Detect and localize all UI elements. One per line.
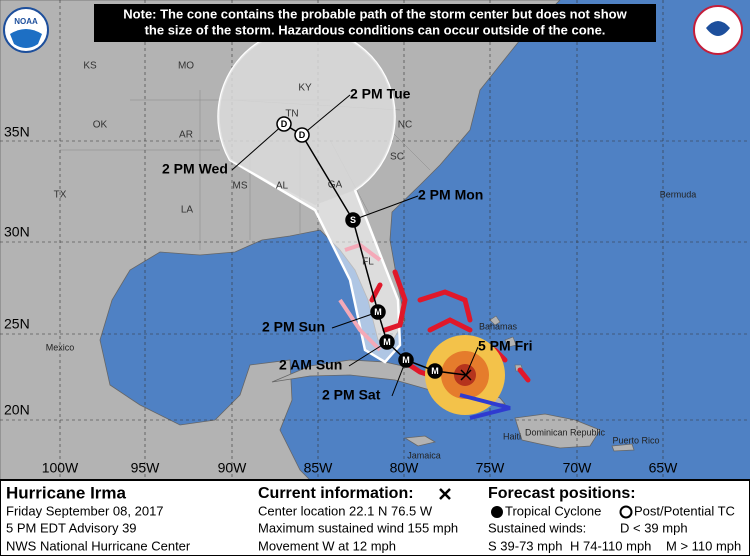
track-point (294, 127, 310, 143)
state-label: KS (83, 61, 97, 72)
state-label: OK (93, 120, 108, 131)
max-wind: Maximum sustained wind 155 mph (258, 520, 458, 535)
legend-winds: Sustained winds: (488, 520, 586, 535)
state-label: MO (178, 61, 194, 72)
state-label: MS (233, 181, 248, 192)
track-symbol: M (383, 337, 391, 347)
track-point (398, 352, 414, 368)
tropical-icon (491, 506, 503, 518)
longitude-label: 70W (563, 460, 593, 476)
state-label: AL (276, 181, 289, 192)
current-info-title: Current information: (258, 485, 414, 502)
latitude-label: 20N (4, 402, 30, 418)
storm-name: Hurricane Irma (6, 483, 127, 502)
track-point (276, 116, 292, 132)
note-line: Note: The cone contains the probable pat… (123, 6, 627, 21)
track-symbol: D (299, 130, 306, 140)
forecast-time-label: 2 PM Wed (162, 161, 228, 177)
place-label: Jamaica (407, 450, 441, 460)
track-symbol: S (350, 215, 356, 225)
longitude-label: 65W (649, 460, 679, 476)
legend-d: D < 39 mph (620, 520, 688, 535)
forecast-time-label: 2 PM Tue (350, 86, 411, 102)
current-info-icon (439, 488, 451, 500)
longitude-label: 80W (390, 460, 420, 476)
post-icon (619, 505, 633, 519)
forecast-time-label: 5 PM Fri (478, 338, 532, 354)
nws-logo-mark (706, 21, 730, 36)
puerto-rico (611, 443, 635, 452)
state-label: GA (328, 180, 343, 191)
north-america-land (0, 0, 561, 481)
center-location: Center location 22.1 N 76.5 W (258, 503, 433, 518)
track-symbol: M (431, 366, 439, 376)
track-point (427, 363, 443, 379)
forecast-time-label: 2 PM Sat (322, 387, 381, 403)
track-symbol: D (281, 119, 288, 129)
state-label: TN (285, 109, 298, 120)
jamaica (403, 435, 437, 447)
note-box (94, 4, 656, 42)
legend-tropical: Tropical Cyclone (505, 503, 601, 518)
noaa-logo-wave (10, 29, 42, 48)
leader-line (331, 311, 379, 329)
state-label: FL (362, 257, 374, 268)
latitude-label: 25N (4, 316, 30, 332)
track-symbol: M (374, 307, 382, 317)
state-label: SC (390, 152, 404, 163)
legend-h: H 74-110 mph (570, 538, 651, 553)
longitude-label: 85W (304, 460, 334, 476)
forecast-time-label: 2 PM Mon (418, 187, 483, 203)
state-label: LA (181, 205, 194, 216)
longitude-label: 75W (476, 460, 506, 476)
place-label: Bahamas (479, 321, 518, 331)
forecast-time-label: 2 AM Sun (279, 357, 342, 373)
forecast-title: Forecast positions: (488, 485, 636, 502)
leader-line (465, 346, 479, 376)
advisory-date: Friday September 08, 2017 (6, 503, 164, 518)
place-label: Mexico (46, 342, 75, 352)
place-label: Dominican Republic (525, 427, 606, 437)
track-symbol: M (402, 355, 410, 365)
longitude-label: 95W (131, 460, 161, 476)
state-label: TX (54, 190, 67, 201)
hurricane-warnings (369, 269, 531, 393)
issuing-office: NWS National Hurricane Center (6, 538, 191, 553)
advisory-number: 5 PM EDT Advisory 39 (6, 520, 137, 535)
place-label: Haiti (503, 431, 521, 441)
legend-post: Post/Potential TC (634, 503, 735, 518)
legend-m: M > 110 mph (666, 538, 741, 553)
track-point (370, 304, 386, 320)
longitude-label: 100W (42, 460, 79, 476)
track-point (379, 334, 395, 350)
state-label: KY (298, 83, 312, 94)
latitude-label: 30N (4, 224, 30, 240)
leader-line (231, 123, 285, 171)
movement: Movement W at 12 mph (258, 538, 396, 553)
latitude-label: 35N (4, 124, 30, 140)
state-label: NC (398, 120, 412, 131)
hispaniola (514, 413, 601, 449)
track-point (345, 212, 361, 228)
legend-s: S 39-73 mph (488, 538, 562, 553)
longitude-label: 90W (218, 460, 248, 476)
leader-line (352, 195, 419, 221)
state-label: AR (179, 130, 193, 141)
warning-hispaniola (459, 393, 511, 420)
forecast-time-label: 2 PM Sun (262, 319, 325, 335)
note-line: the size of the storm. Hazardous conditi… (145, 22, 606, 37)
place-label: Puerto Rico (612, 435, 659, 445)
place-label: Bermuda (660, 189, 697, 199)
leader-line (301, 94, 351, 136)
noaa-logo-text: NOAA (14, 17, 38, 26)
cone-days-4-5 (218, 28, 395, 205)
